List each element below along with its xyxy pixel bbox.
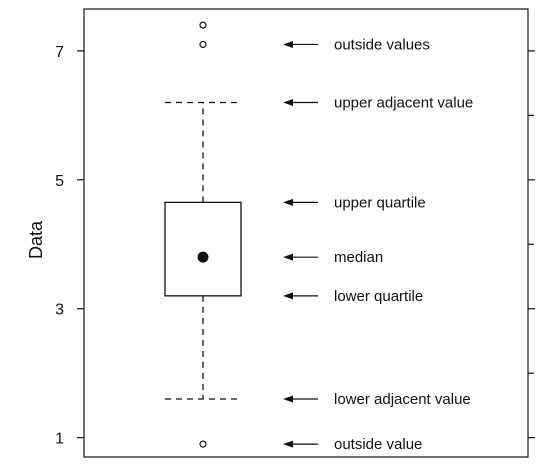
outlier-point — [199, 40, 207, 49]
y-axis-label: Data — [26, 220, 46, 259]
y-tick-label: 5 — [55, 173, 64, 190]
annotation-label: median — [334, 249, 383, 266]
interquartile-box — [164, 201, 242, 297]
y-tick-label: 1 — [55, 431, 64, 448]
annotation-arrow-head — [283, 40, 293, 48]
y-axis-ticks: 1 3 5 7 — [55, 44, 535, 448]
annotation-arrow-head — [283, 440, 293, 448]
y-tick-label: 3 — [55, 302, 64, 319]
box-plot — [164, 21, 242, 448]
outlier-point — [199, 21, 207, 29]
outlier-point — [199, 440, 207, 448]
median-dot — [197, 251, 209, 263]
annotation-arrow-head — [283, 198, 293, 206]
annotation-label: lower quartile — [334, 288, 423, 305]
annotation-label: outside values — [334, 36, 430, 53]
annotation-label: outside value — [334, 436, 422, 453]
annotations: outside values upper adjacent value upper … — [283, 36, 473, 453]
plot-frame — [83, 8, 529, 458]
y-tick-label: 7 — [55, 44, 64, 61]
annotation-arrow-head — [283, 395, 293, 403]
annotation-arrow-head — [283, 292, 293, 300]
annotation-label: lower adjacent value — [334, 391, 471, 408]
annotation-arrow-head — [283, 253, 293, 261]
annotation-label: upper quartile — [334, 194, 426, 211]
annotation-arrow-head — [283, 98, 293, 106]
annotation-label: upper adjacent value — [334, 94, 473, 111]
